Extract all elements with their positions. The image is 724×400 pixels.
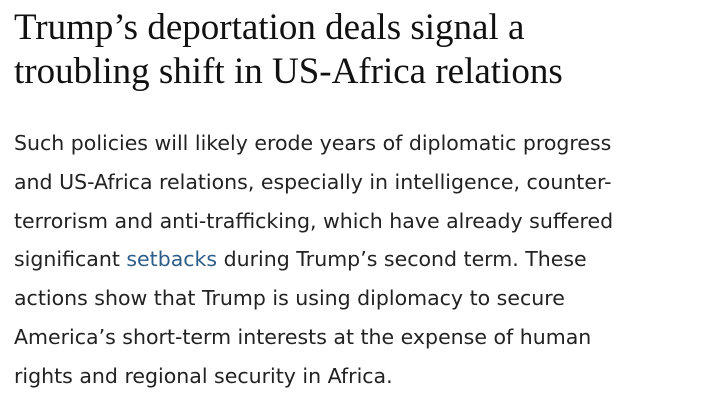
body-text: significant — [14, 247, 127, 272]
body-line: Such policies will likely erode years of… — [14, 131, 612, 155]
body-line: significant setbacks during Trump’s seco… — [14, 240, 613, 279]
headline-line: troubling shift in US-Africa relations — [14, 51, 563, 92]
body-line: and US-Africa relations, especially in i… — [14, 169, 612, 194]
body-line: rights and regional security in Africa. — [14, 363, 393, 388]
headline: Trump’s deportation deals signal a troubl… — [14, 6, 563, 94]
article-body: Such policies will likely erode years of… — [14, 124, 613, 396]
body-line: actions show that Trump is using diploma… — [14, 286, 565, 311]
body-line: America’s short-term interests at the ex… — [14, 324, 592, 349]
body-line: terrorism and anti-trafficking, which ha… — [14, 208, 614, 233]
inline-link[interactable]: setbacks — [126, 247, 218, 272]
headline-line: Trump’s deportation deals signal a — [14, 7, 525, 48]
body-text: during Trump’s second term. These — [217, 247, 587, 272]
